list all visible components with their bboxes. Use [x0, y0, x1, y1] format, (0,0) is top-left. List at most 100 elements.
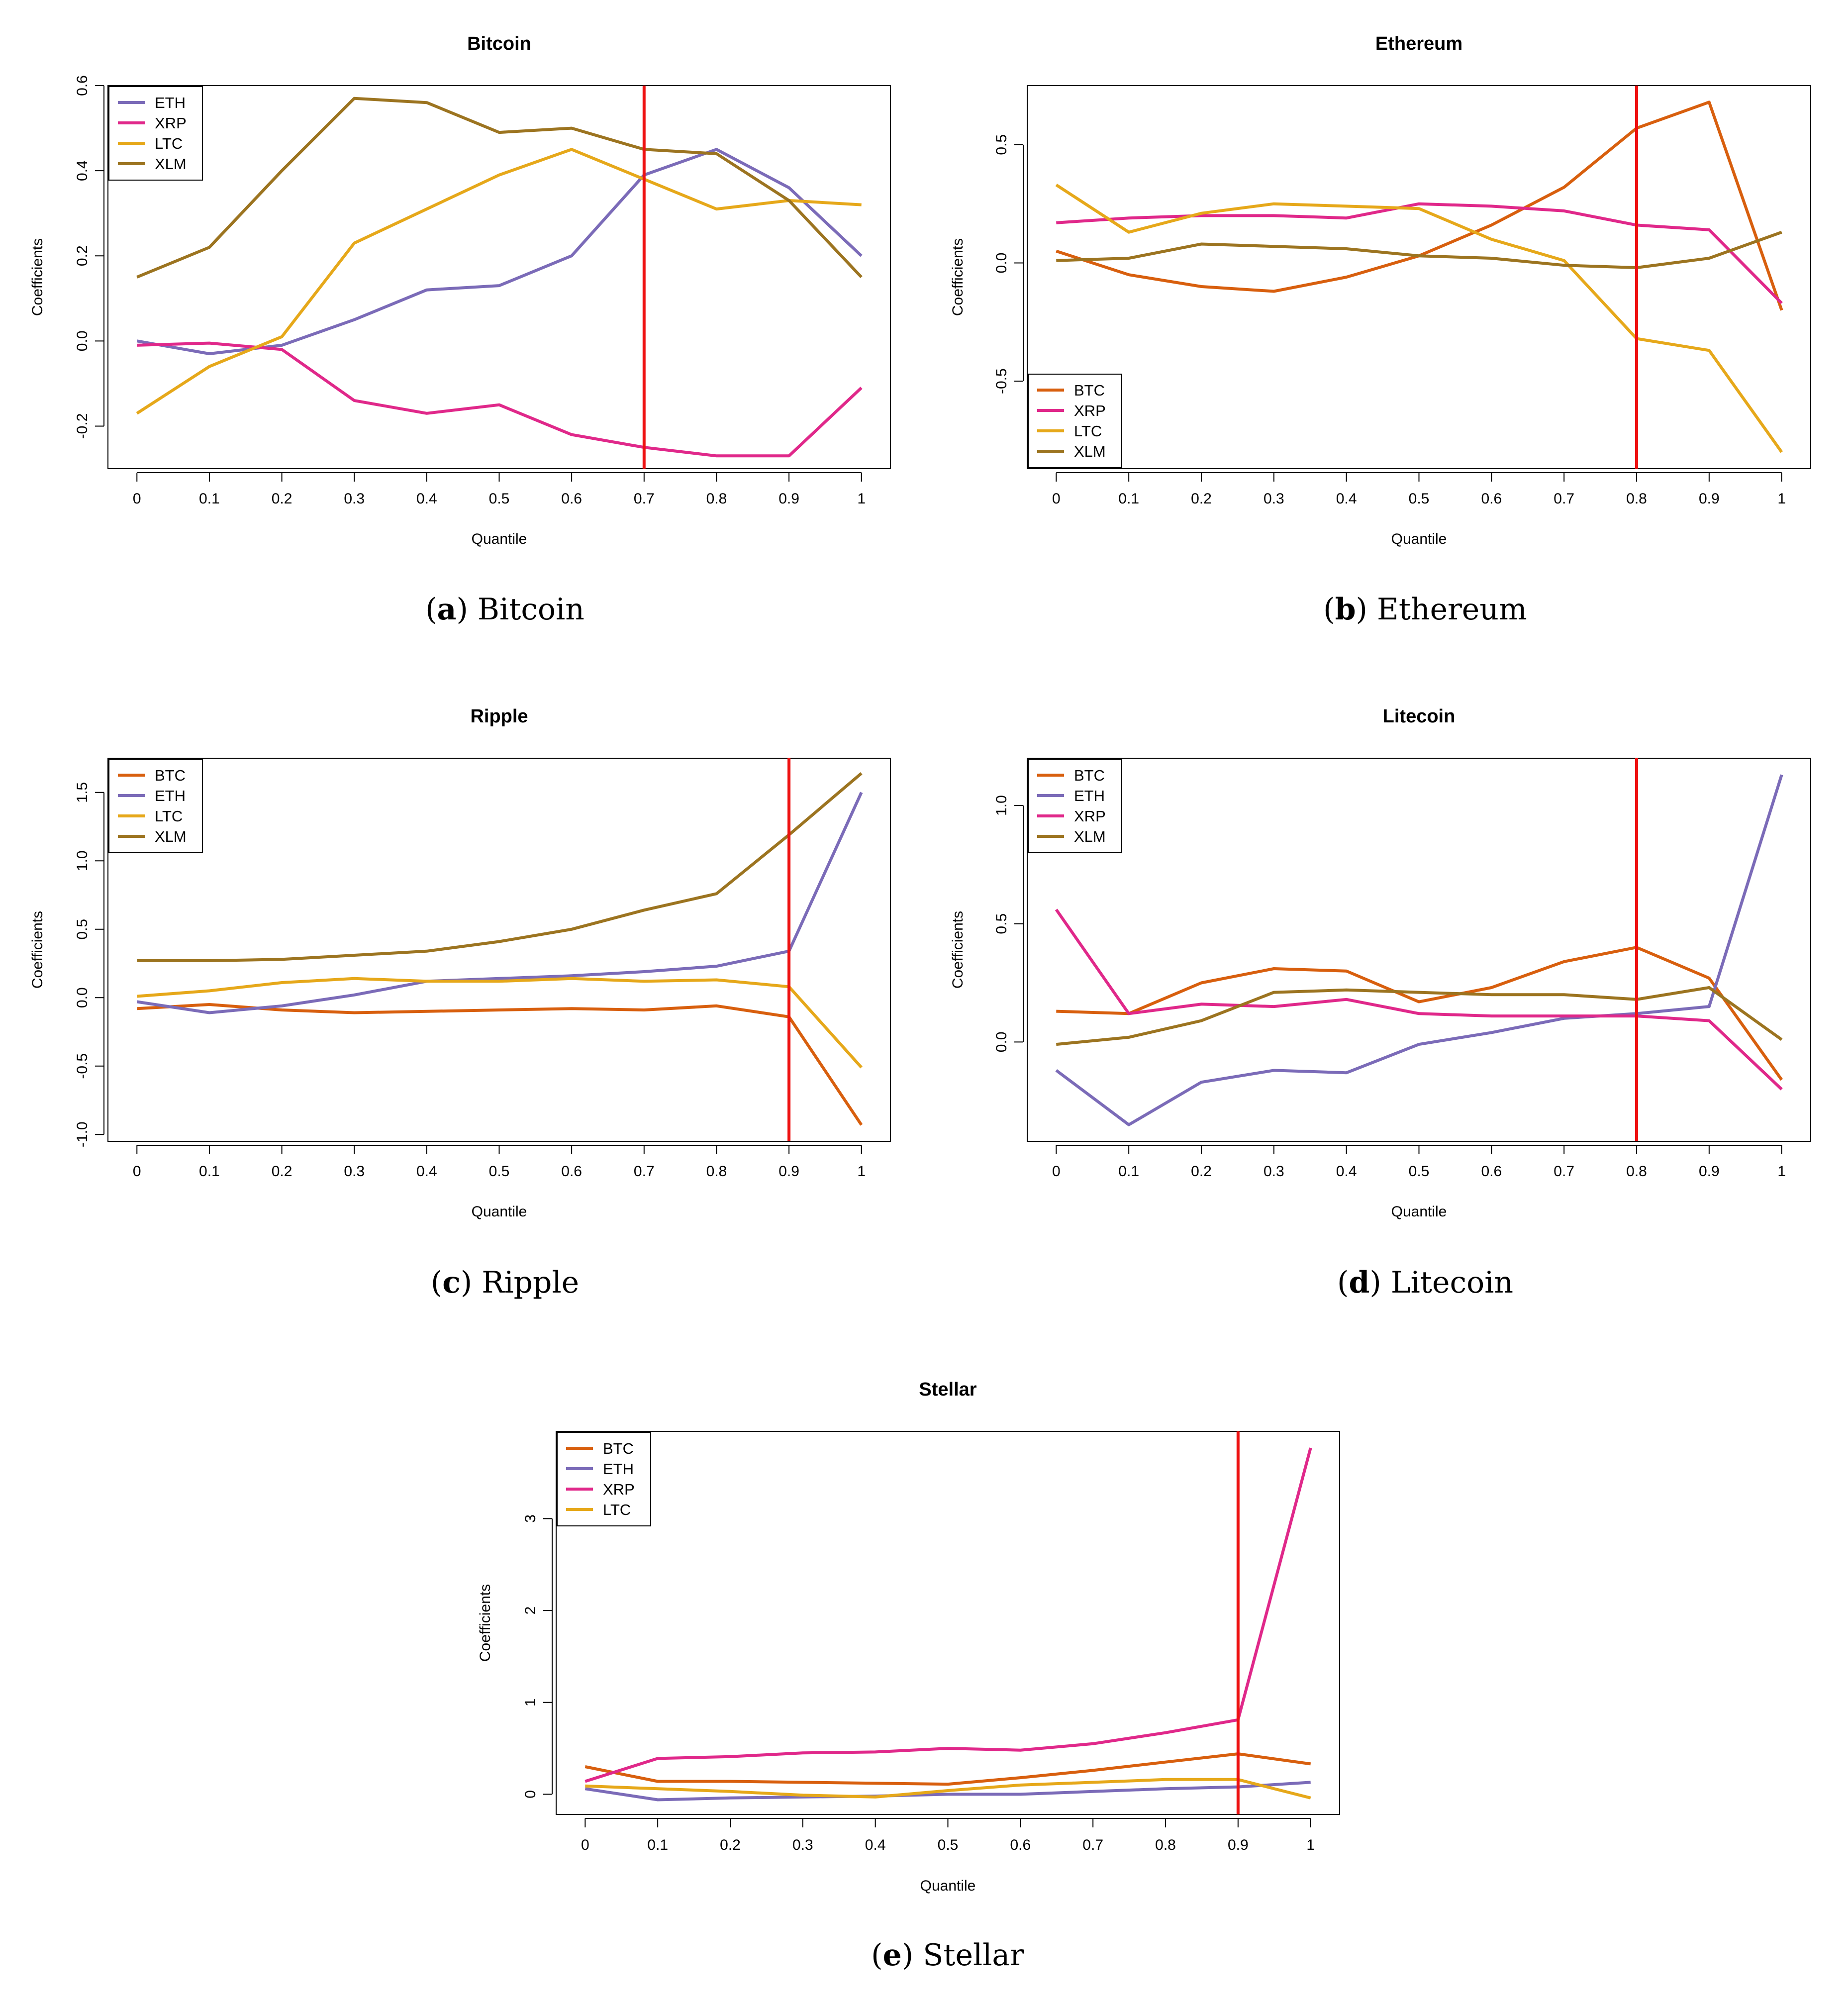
x-tick-label: 0.4 [865, 1837, 886, 1853]
y-tick-label: -0.5 [74, 1053, 91, 1079]
y-tick-label: 3 [522, 1514, 539, 1523]
x-axis-label: Quantile [920, 1878, 976, 1894]
series-line-xrp [137, 341, 863, 458]
x-tick-label: 0.5 [1409, 491, 1430, 507]
x-tick-label: 0.9 [1699, 491, 1720, 507]
x-tick-label: 0.1 [199, 491, 220, 507]
series-line-ltc [136, 148, 862, 415]
plot-area [1055, 86, 1783, 469]
x-tick-label: 0.9 [778, 1163, 799, 1180]
x-tick-label: 0.9 [1699, 1163, 1720, 1180]
x-tick-label: 0.6 [561, 1163, 582, 1180]
caption-letter: b [1335, 592, 1356, 627]
x-tick-label: 0.5 [489, 1163, 510, 1180]
y-tick-label: 0.0 [74, 330, 91, 351]
chart-title: Bitcoin [467, 33, 531, 54]
caption-letter: a [437, 592, 457, 627]
x-tick-label: 0.7 [1082, 1837, 1103, 1853]
plot-frame [556, 1431, 1340, 1815]
chart-title: Litecoin [1383, 706, 1456, 727]
legend-label: ETH [155, 787, 186, 804]
y-tick-label: 0.2 [74, 245, 91, 266]
series-line-btc [137, 1003, 863, 1126]
series-line-btc [1056, 100, 1783, 311]
y-tick-label: 0.5 [74, 919, 91, 940]
legend-label: LTC [1074, 422, 1102, 440]
x-tick-label: 1 [1777, 491, 1786, 507]
series-line-xlm [136, 97, 863, 279]
legend: BTC XRP LTC XLM [1028, 374, 1122, 468]
legend-label: ETH [1074, 787, 1105, 804]
series-line-eth [1055, 774, 1783, 1126]
legend-label: BTC [1074, 382, 1105, 399]
x-tick-label: 1 [1777, 1163, 1786, 1180]
x-tick-label: 0.6 [1010, 1837, 1031, 1853]
x-tick-label: 0.5 [938, 1837, 959, 1853]
x-tick-label: 0.7 [634, 491, 655, 507]
caption-letter: e [883, 1938, 902, 1973]
plot-frame [107, 85, 891, 469]
legend-label: XRP [1074, 807, 1106, 825]
x-tick-label: 0.9 [778, 491, 799, 507]
caption-text: Ethereum [1377, 592, 1527, 627]
x-tick-label: 0.4 [1336, 491, 1357, 507]
caption-letter: c [442, 1265, 461, 1300]
series-line-eth [584, 1781, 1311, 1802]
plot-area [136, 86, 863, 469]
y-axis-label: Coefficients [950, 238, 966, 316]
x-tick-label: 0.5 [1409, 1163, 1430, 1180]
x-tick-label: 0.3 [1264, 491, 1284, 507]
x-axis-label: Quantile [472, 531, 527, 547]
caption-text: Stellar [923, 1938, 1024, 1973]
y-tick-label: 1.5 [74, 782, 91, 803]
legend-label: XRP [1074, 402, 1106, 419]
series-line-xlm [137, 772, 863, 962]
chart-panel-ethereum: Ethereum 0 0.1 0.2 0.3 0.4 0.5 0.6 0.7 0.8 0.9 1 Qua… [950, 33, 1811, 627]
series-line-eth [136, 792, 863, 1014]
legend: BTC ETH XRP LTC [557, 1432, 651, 1526]
chart-panel-stellar: Stellar 0 0.1 0.2 0.3 0.4 0.5 0.6 0.7 0.8 0.9 1 Quan… [477, 1379, 1340, 1973]
y-axis-label: Coefficients [477, 1584, 493, 1662]
legend-label: XLM [155, 155, 187, 173]
panel-caption: (b) Ethereum [1323, 592, 1527, 627]
plot-frame [1027, 758, 1811, 1142]
x-tick-label: 0.2 [272, 491, 292, 507]
series-line-eth [136, 148, 863, 355]
x-axis-label: Quantile [1391, 1204, 1447, 1220]
y-tick-label: -0.5 [993, 368, 1010, 394]
series-line-xrp [1056, 202, 1783, 304]
x-tick-label: 0.2 [272, 1163, 292, 1180]
series-line-xrp [584, 1447, 1312, 1783]
caption-text: Litecoin [1391, 1265, 1513, 1300]
x-tick-label: 0.2 [720, 1837, 741, 1853]
y-tick-label: 0 [522, 1790, 539, 1799]
series-line-xlm [1056, 986, 1783, 1046]
y-tick-label: 0.5 [993, 913, 1010, 934]
x-tick-label: 0 [133, 1163, 141, 1180]
legend-label: XLM [155, 828, 187, 845]
x-tick-label: 0.3 [344, 491, 365, 507]
panel-caption: (c) Ripple [431, 1265, 579, 1300]
y-tick-label: 1.0 [74, 850, 91, 871]
legend-label: ETH [603, 1460, 634, 1478]
x-tick-label: 1 [1306, 1837, 1315, 1853]
legend-label: LTC [603, 1501, 631, 1518]
x-tick-label: 0.7 [634, 1163, 655, 1180]
chart-panel-ripple: Ripple 0 0.1 0.2 0.3 0.4 0.5 0.6 0.7 0.8 0.9 1 Quant… [29, 706, 891, 1300]
panel-caption: (d) Litecoin [1337, 1265, 1513, 1300]
chart-panel-litecoin: Litecoin 0 0.1 0.2 0.3 0.4 0.5 0.6 0.7 0.8 0.9 1 Qua… [950, 706, 1811, 1300]
x-tick-label: 0.8 [1626, 491, 1647, 507]
legend-label: XLM [1074, 828, 1106, 845]
legend-label: XRP [603, 1481, 635, 1498]
y-axis-label: Coefficients [29, 238, 46, 316]
x-tick-label: 0.8 [1626, 1163, 1647, 1180]
plot-frame [107, 758, 891, 1142]
x-tick-label: 0.1 [647, 1837, 668, 1853]
plot-area [584, 1431, 1312, 1814]
x-tick-label: 1 [857, 1163, 866, 1180]
y-tick-label: 0.6 [74, 75, 91, 96]
y-tick-label: 0.0 [993, 1032, 1010, 1053]
legend-label: LTC [155, 135, 183, 152]
x-tick-label: 0.1 [199, 1163, 220, 1180]
